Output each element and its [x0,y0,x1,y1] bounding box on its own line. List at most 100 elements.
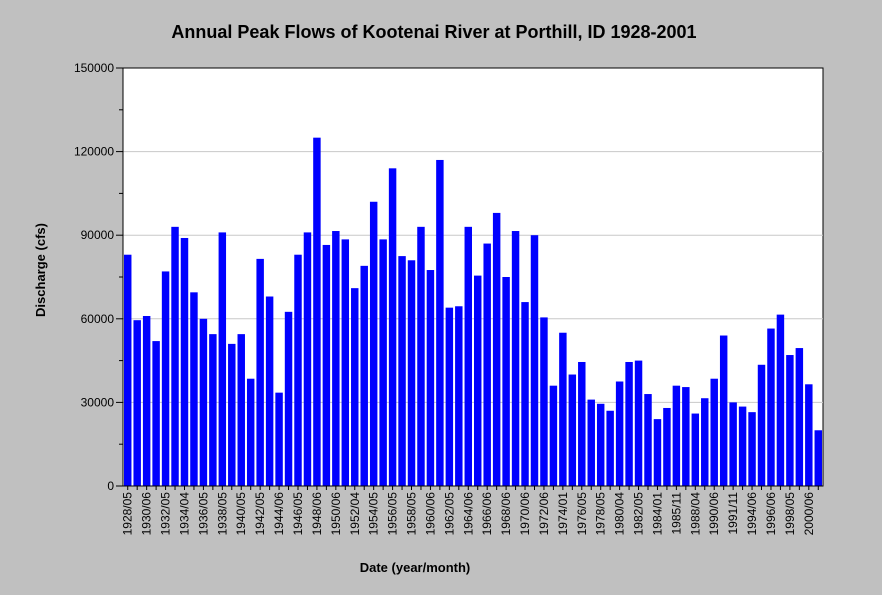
x-tick-label: 1966/06 [480,492,494,536]
x-tick-label: 1936/05 [196,492,210,536]
x-tick-label: 1934/04 [177,492,191,536]
bar [237,334,245,486]
bar [549,385,558,486]
bar [530,235,539,486]
bars [124,137,822,487]
y-tick-label: 30000 [81,395,115,409]
x-tick-label: 1944/06 [272,492,286,536]
bar [265,296,274,486]
bar [426,270,435,486]
x-tick-label: 2000/06 [802,492,816,536]
y-tick-label: 90000 [81,228,115,242]
x-tick-label: 1942/05 [253,492,267,536]
x-tick-label: 1958/05 [405,492,419,536]
x-tick-label: 1982/05 [632,492,646,536]
bar [521,302,529,486]
x-tick-label: 1988/04 [688,492,702,536]
bar [124,254,132,486]
x-axis-label: Date (year/month) [360,560,471,575]
x-tick-label: 1932/05 [159,492,173,536]
bar [738,406,747,486]
x-tick-label: 1950/06 [329,492,343,536]
y-tick-label: 60000 [81,312,115,326]
bar [805,384,813,486]
bar [729,402,737,486]
x-tick-label: 1928/05 [121,492,135,536]
x-tick-label: 1985/11 [669,492,683,535]
bar [171,226,179,486]
bar [218,232,227,486]
y-axis-label: Discharge (cfs) [33,223,48,317]
bar [360,265,368,486]
bar [795,348,804,486]
bar [341,239,350,486]
plot-area [122,67,824,487]
bar [313,137,321,487]
bar [436,159,444,486]
x-tick-label: 1960/06 [423,492,437,536]
bar [786,355,794,486]
bar [275,392,283,486]
bar [596,403,605,486]
y-tick-label: 0 [107,479,114,493]
bar [256,258,264,486]
bar [246,378,255,486]
bar [294,254,302,486]
bar [284,311,293,486]
bar [474,275,482,486]
bar [682,387,690,486]
x-tick-label: 1930/06 [140,492,154,536]
bar [180,237,189,486]
x-tick-label: 1974/01 [556,492,570,536]
x-tick-label: 1980/04 [613,492,627,536]
bar [455,306,463,486]
x-tick-label: 1938/05 [215,492,229,536]
bar [417,226,425,486]
chart-title: Annual Peak Flows of Kootenai River at P… [171,22,696,42]
bar [672,385,681,486]
x-tick-label: 1996/06 [764,492,778,536]
x-tick-label: 1962/05 [442,492,456,536]
x-tick-label: 1972/06 [537,492,551,536]
bar [152,341,160,486]
x-tick-label: 1968/06 [499,492,513,536]
bar [634,360,643,486]
bar [161,271,170,486]
x-tick-label: 1940/05 [234,492,248,536]
bar [369,201,378,486]
bar [228,343,236,486]
bar [578,361,586,486]
bar [606,410,614,486]
bar [303,232,312,486]
bar [757,364,766,486]
x-tick-label: 1976/05 [575,492,589,536]
bar [701,398,709,486]
bar [199,318,208,486]
x-tick-label: 1994/06 [745,492,759,536]
bar [559,332,567,486]
bar [587,399,595,486]
x-tick-label: 1978/05 [594,492,608,536]
bar [351,288,359,486]
bar [142,316,151,486]
bar [379,239,387,486]
x-tick-label: 1948/06 [310,492,324,536]
x-tick-label: 1970/06 [518,492,532,536]
bar [776,314,785,486]
bar [511,231,520,486]
y-tick-label: 120000 [74,145,114,159]
bar [483,243,491,486]
bar [540,317,548,486]
bar [190,292,198,486]
x-tick-label: 1946/05 [291,492,305,536]
bar [568,374,577,486]
y-axis: 0 30000 60000 90000 120000 150000 [74,61,124,493]
x-tick-label: 1991/11 [726,492,740,535]
bar [398,256,406,486]
bar [209,334,217,486]
bar [388,168,397,486]
x-tick-label: 1954/05 [367,492,381,536]
bar [691,413,700,486]
x-tick-label: 1964/06 [461,492,475,536]
